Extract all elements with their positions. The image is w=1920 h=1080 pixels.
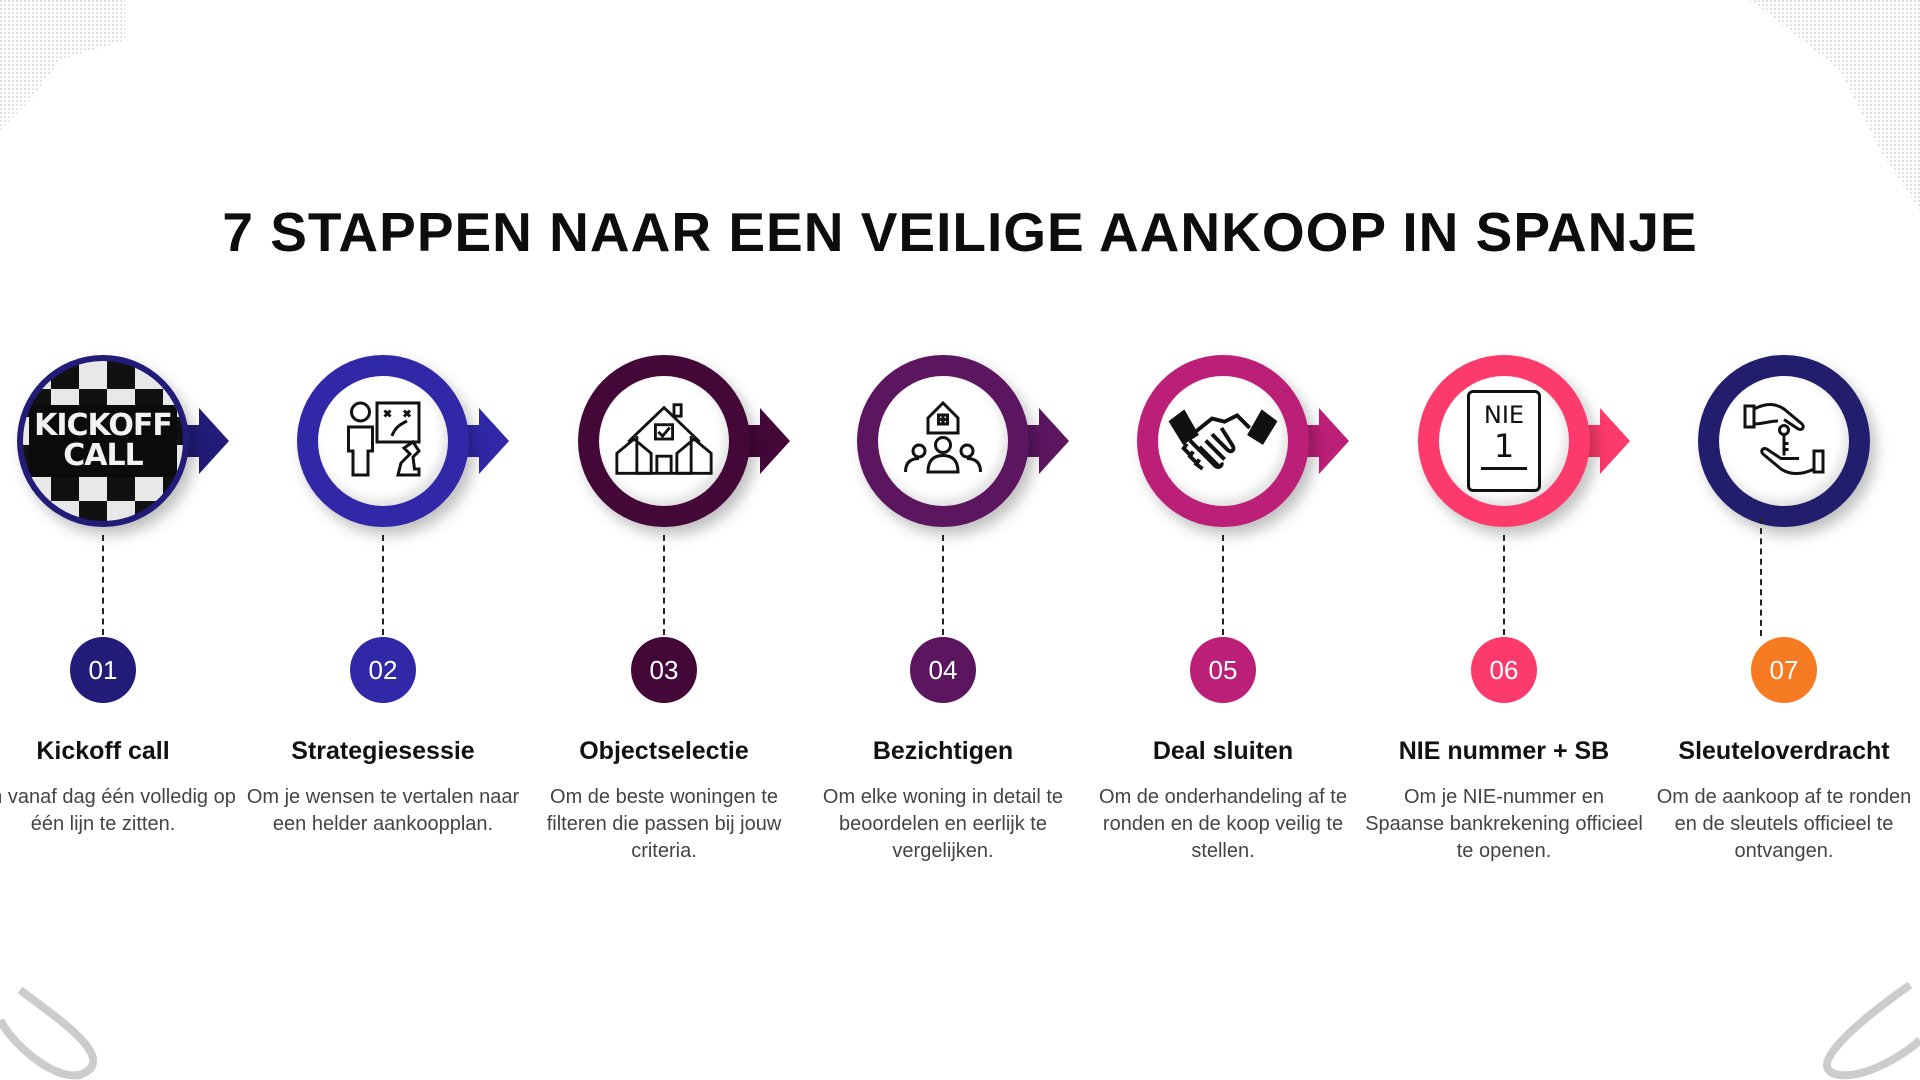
step-number-badge: 06: [1471, 637, 1537, 703]
step-icon-circle: [578, 355, 750, 527]
step-description: Om elke woning in detail te beoordelen e…: [822, 786, 1064, 862]
step-number-badge: 02: [350, 637, 416, 703]
dashed-connector: [382, 535, 384, 635]
step-title: Deal sluiten: [1152, 737, 1294, 765]
strategy-person-icon: [338, 394, 428, 489]
swirl-decoration: [0, 986, 98, 1080]
step-title: Strategiesessie: [291, 737, 475, 765]
step-number-badge: 01: [70, 637, 136, 703]
step-description: Om je wensen te vertalen naar een helder…: [246, 786, 520, 835]
step-icon-circle: KICKOFF CALL: [17, 355, 189, 527]
step-03: 03 Objectselectie Om de beste woningen t…: [524, 0, 804, 1080]
dashed-connector: [942, 535, 944, 635]
key-handover-icon: [1739, 394, 1829, 489]
step-number-badge: 04: [910, 637, 976, 703]
badge-text: KICKOFF CALL: [29, 405, 177, 477]
step-icon-circle: [1698, 355, 1870, 527]
step-icon-circle: [297, 355, 469, 527]
dashed-connector: [1503, 535, 1505, 635]
step-description: Om je NIE-nummer en Spaanse bankrekening…: [1365, 786, 1643, 862]
nie-document-icon: NIE 1: [1467, 390, 1541, 492]
handshake-icon: [1168, 399, 1278, 484]
dotted-map-decoration: [0, 0, 125, 130]
houses-check-icon: [614, 394, 714, 489]
step-number-badge: 07: [1751, 637, 1817, 703]
step-title: Kickoff call: [36, 737, 170, 765]
step-icon-circle: NIE 1: [1418, 355, 1590, 527]
step-description: Om de beste woningen te filteren die pas…: [546, 786, 782, 862]
swirl-decoration: [1823, 981, 1920, 1080]
step-07: 07 Sleuteloverdracht Om de aankoop af te…: [1644, 0, 1920, 1080]
house-people-icon: [898, 394, 988, 489]
step-number-badge: 03: [631, 637, 697, 703]
dashed-connector: [1222, 535, 1224, 635]
step-description: Om vanaf dag één volledig op één lijn te…: [0, 786, 236, 835]
step-title: Bezichtigen: [872, 737, 1014, 765]
step-title: Sleuteloverdracht: [1678, 737, 1890, 765]
dashed-connector: [102, 535, 104, 635]
step-01: KICKOFF CALL 01 Kickoff call Om vanaf da…: [0, 0, 243, 1080]
step-number-badge: 05: [1190, 637, 1256, 703]
step-04: 04 Bezichtigen Om elke woning in detail …: [803, 0, 1083, 1080]
dashed-connector: [1760, 518, 1762, 636]
dashed-connector: [663, 535, 665, 635]
step-icon-circle: [857, 355, 1029, 527]
step-02: 02 Strategiesessie Om je wensen te verta…: [243, 0, 523, 1080]
kickoff-call-badge: KICKOFF CALL: [23, 361, 183, 521]
dotted-map-decoration: [1750, 0, 1920, 210]
step-description: Om de onderhandeling af te ronden en de …: [1099, 786, 1347, 862]
step-06: NIE 1 06 NIE nummer + SB Om je NIE-nummer…: [1364, 0, 1644, 1080]
page-title: 7 STAPPEN NAAR EEN VEILIGE AANKOOP IN SP…: [222, 201, 1698, 263]
step-description: Om de aankoop af te ronden en de sleutel…: [1656, 786, 1912, 862]
step-title: NIE nummer + SB: [1398, 737, 1610, 765]
step-title: Objectselectie: [579, 737, 749, 765]
step-icon-circle: [1137, 355, 1309, 527]
step-05: 05 Deal sluiten Om de onderhandeling af …: [1083, 0, 1363, 1080]
